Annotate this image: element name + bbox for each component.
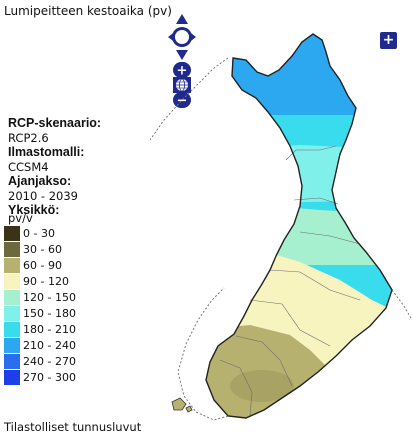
legend-item-label: 60 - 90: [23, 259, 62, 272]
statistics-link[interactable]: Tilastolliset tunnusluvut: [4, 420, 142, 434]
legend-item: 30 - 60: [4, 242, 144, 258]
legend-swatch: [4, 290, 20, 305]
legend-swatch: [4, 322, 20, 337]
legend-item: 0 - 30: [4, 226, 144, 242]
period-value: 2010 - 2039: [8, 188, 78, 203]
aland-islands: [171, 397, 193, 413]
period-label: Ajanjakso:: [8, 174, 72, 188]
legend-item: 180 - 210: [4, 322, 144, 338]
legend-swatch: [4, 242, 20, 257]
legend-swatch: [4, 274, 20, 289]
legend-item-label: 270 - 300: [23, 371, 76, 384]
legend-item-label: 180 - 210: [23, 323, 76, 336]
finland-map[interactable]: [150, 30, 413, 430]
zoom-in-button[interactable]: +: [172, 62, 192, 78]
scenario-value: RCP2.6: [8, 130, 49, 145]
zoom-control: + −: [172, 62, 192, 108]
colour-zones: [206, 34, 392, 418]
legend-swatch: [4, 306, 20, 321]
scenario-label: RCP-skenaario:: [8, 116, 102, 130]
model-label: Ilmastomalli:: [8, 145, 85, 159]
globe-icon[interactable]: [172, 77, 192, 93]
zoom-out-label: −: [177, 94, 188, 109]
region-borders: [219, 145, 361, 417]
model-value: CCSM4: [8, 159, 49, 174]
pan-control[interactable]: [166, 12, 198, 62]
legend-swatch: [4, 354, 20, 369]
legend-info: RCP-skenaario: RCP2.6 Ilmastomalli: CCSM…: [8, 116, 101, 218]
legend-swatch: [4, 226, 20, 241]
map-title: Lumipeitteen kestoaika (pv): [4, 4, 172, 18]
legend-item-label: 210 - 240: [23, 339, 76, 352]
unit-value: pv/v: [8, 211, 33, 225]
legend-item: 90 - 120: [4, 274, 144, 290]
unit-label: Yksikkö:: [8, 203, 60, 217]
legend-item: 270 - 300: [4, 370, 144, 386]
legend-item-label: 240 - 270: [23, 355, 76, 368]
legend-item: 60 - 90: [4, 258, 144, 274]
legend-item-label: 90 - 120: [23, 275, 69, 288]
finland-outline: [205, 33, 393, 419]
legend-item-label: 120 - 150: [23, 291, 76, 304]
legend-item: 150 - 180: [4, 306, 144, 322]
legend-swatch: [4, 338, 20, 353]
legend-item-label: 150 - 180: [23, 307, 76, 320]
legend-swatch: [4, 370, 20, 385]
layer-switcher-label: +: [382, 32, 395, 48]
legend-item-label: 30 - 60: [23, 243, 62, 256]
layer-switcher-button[interactable]: +: [380, 32, 397, 49]
legend-item-label: 0 - 30: [23, 227, 55, 240]
legend-item: 240 - 270: [4, 354, 144, 370]
zoom-in-label: +: [177, 64, 188, 79]
legend-swatch: [4, 258, 20, 273]
legend-item: 210 - 240: [4, 338, 144, 354]
legend-item: 120 - 150: [4, 290, 144, 306]
neighbour-borders: [150, 57, 413, 421]
